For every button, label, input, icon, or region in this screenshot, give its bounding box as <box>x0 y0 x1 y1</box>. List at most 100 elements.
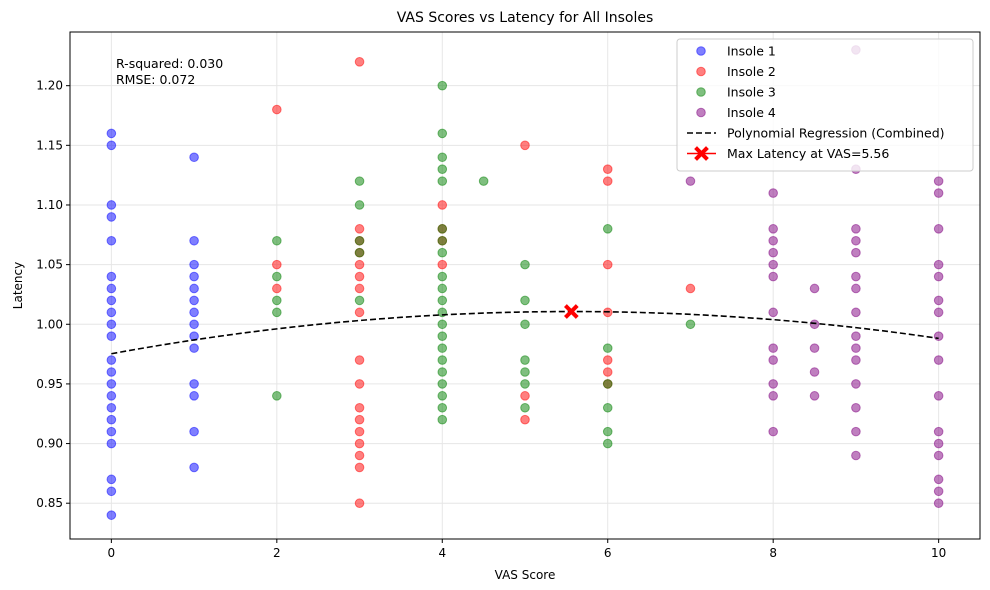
data-point <box>520 140 530 151</box>
axis-ticks: 0 2 4 6 8 10 0.85 0.90 0.95 1.00 1.05 1.10 1.15 1.20 <box>36 79 946 560</box>
data-point <box>189 343 199 353</box>
data-point <box>809 391 820 401</box>
data-point <box>478 176 489 186</box>
y-tick-label: 0.95 <box>36 377 63 391</box>
data-point <box>851 355 861 365</box>
data-point <box>437 379 448 389</box>
data-point <box>106 212 117 222</box>
data-point <box>851 426 861 437</box>
r-squared-text: R-squared: 0.030 <box>116 56 223 71</box>
data-point <box>520 259 530 270</box>
data-point <box>602 367 613 377</box>
marker-stroke <box>563 304 579 319</box>
data-point <box>768 307 778 318</box>
data-point <box>933 426 944 437</box>
data-point <box>189 152 199 163</box>
x-tick-label: 4 <box>438 546 446 560</box>
data-point <box>851 379 861 389</box>
data-point <box>189 235 199 246</box>
data-point <box>437 295 448 306</box>
data-point <box>354 200 365 210</box>
data-point <box>354 402 365 413</box>
y-axis-label: Latency <box>11 262 25 309</box>
data-point <box>768 343 778 353</box>
data-point <box>189 271 199 282</box>
data-point <box>272 235 282 246</box>
data-point <box>272 259 282 270</box>
data-point <box>933 498 944 509</box>
data-point <box>106 402 117 413</box>
data-point <box>851 450 861 461</box>
data-point <box>602 355 613 365</box>
data-point <box>106 271 117 282</box>
data-point <box>354 498 365 509</box>
series-insole-4 <box>685 45 944 509</box>
data-point <box>354 176 365 186</box>
data-point <box>437 331 448 342</box>
legend-swatch <box>696 66 706 77</box>
max-latency-marker <box>563 304 579 319</box>
data-point <box>933 355 944 365</box>
data-point <box>768 391 778 401</box>
data-point <box>354 57 365 67</box>
x-tick-label: 2 <box>273 546 281 560</box>
data-point <box>437 164 448 174</box>
data-point <box>106 283 117 294</box>
data-point <box>437 80 448 91</box>
data-point <box>189 319 199 330</box>
y-tick-label: 1.10 <box>36 198 63 212</box>
data-point <box>189 426 199 437</box>
data-point <box>768 355 778 365</box>
data-point <box>602 402 613 413</box>
data-point <box>189 259 199 270</box>
data-point <box>354 247 365 258</box>
data-point <box>933 271 944 282</box>
data-point <box>851 271 861 282</box>
data-point <box>106 307 117 318</box>
data-point <box>437 391 448 401</box>
data-point <box>933 331 944 342</box>
data-point <box>520 319 530 330</box>
data-point <box>106 128 117 139</box>
data-point <box>809 343 820 353</box>
data-point <box>437 224 448 234</box>
chart-title: VAS Scores vs Latency for All Insoles <box>397 10 654 26</box>
data-point <box>354 355 365 365</box>
data-point <box>437 259 448 270</box>
data-point <box>602 176 613 186</box>
data-point <box>189 379 199 389</box>
data-point <box>851 331 861 342</box>
data-point <box>437 200 448 210</box>
data-point <box>809 319 820 330</box>
data-point <box>851 247 861 258</box>
data-point <box>685 283 696 294</box>
data-point <box>520 414 530 425</box>
data-point <box>189 295 199 306</box>
data-point <box>437 152 448 163</box>
data-point <box>933 474 944 485</box>
data-point <box>768 247 778 258</box>
y-tick-label: 1.20 <box>36 79 63 93</box>
data-point <box>106 331 117 342</box>
data-point <box>437 319 448 330</box>
data-point <box>933 224 944 234</box>
legend-swatch <box>696 107 706 118</box>
data-point <box>272 283 282 294</box>
rmse-text: RMSE: 0.072 <box>116 72 195 87</box>
legend-box <box>676 38 974 172</box>
data-point <box>768 188 778 198</box>
data-point <box>933 438 944 449</box>
legend-label: Insole 2 <box>727 64 776 79</box>
stats-annotation: R-squared: 0.030 RMSE: 0.072 <box>116 56 223 87</box>
data-points <box>106 45 944 520</box>
data-point <box>437 176 448 186</box>
legend: Insole 1 Insole 2 Insole 3 Insole 4 Polynomi… <box>676 38 974 172</box>
data-point <box>106 391 117 401</box>
data-point <box>106 200 117 210</box>
data-point <box>354 224 365 234</box>
legend-swatch <box>694 146 709 161</box>
data-point <box>809 367 820 377</box>
legend-label: Insole 1 <box>727 44 776 59</box>
data-point <box>933 307 944 318</box>
data-point <box>933 188 944 198</box>
